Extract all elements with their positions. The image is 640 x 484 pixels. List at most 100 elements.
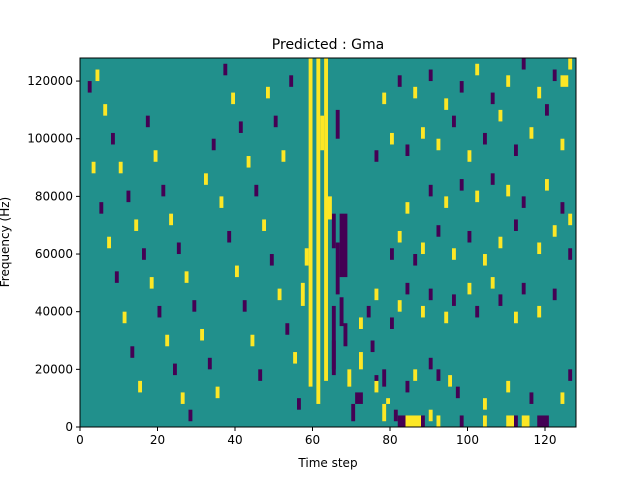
- heatmap-cell-130: [188, 409, 193, 422]
- heatmap-cell-71: [452, 248, 456, 260]
- heatmap-cell-69: [421, 242, 425, 255]
- heatmap-cell-48: [359, 317, 363, 329]
- heatmap-cell-122: [126, 190, 131, 203]
- heatmap-cell-129: [180, 392, 185, 404]
- heatmap-cell-29: [506, 415, 514, 427]
- heatmap-cell-145: [200, 328, 205, 341]
- heatmap-cell-76: [537, 242, 542, 255]
- x-tick-label-5: 100: [456, 433, 479, 447]
- heatmap-cell-66: [390, 248, 394, 260]
- heatmap-cell-121: [118, 161, 123, 174]
- heatmap-cell-168: [273, 115, 278, 128]
- heatmap-cell-56: [444, 311, 449, 324]
- x-axis: 0 20 40 60 80 100 120: [76, 427, 556, 447]
- heatmap-cell-146: [207, 357, 212, 370]
- heatmap-cell-32: [537, 415, 549, 427]
- heatmap-cell-106: [428, 69, 433, 82]
- heatmap-cell-27: [459, 415, 464, 427]
- heatmap-cell-44: [506, 380, 511, 393]
- y-axis: 0 20000 40000 60000 80000 100000 120000: [27, 74, 80, 434]
- heatmap-cell-2: [324, 58, 329, 381]
- heatmap-cell-123: [134, 219, 139, 231]
- heatmap-cell-90: [374, 150, 379, 162]
- heatmap-cell-3: [331, 305, 336, 376]
- heatmap-cell-101: [545, 104, 549, 116]
- heatmap-cell-5: [335, 242, 340, 295]
- heatmap-cell-131: [91, 161, 96, 174]
- heatmap-cell-36: [386, 398, 391, 404]
- heatmap-cell-58: [467, 282, 472, 295]
- heatmap-cell-72: [467, 230, 472, 243]
- heatmap-cell-31: [521, 415, 530, 427]
- heatmap-cell-74: [498, 236, 503, 249]
- chart-title: Predicted : Gma: [272, 37, 384, 53]
- heatmap-cell-94: [436, 138, 441, 151]
- heatmap-cells: [87, 58, 573, 427]
- heatmap-cell-136: [130, 346, 135, 358]
- heatmap-cell-47: [568, 369, 573, 381]
- heatmap-cell-75: [514, 219, 518, 231]
- heatmap-cell-24: [421, 415, 425, 427]
- heatmap-cell-165: [250, 334, 255, 347]
- heatmap-cell-22: [397, 415, 410, 427]
- heatmap-cell-63: [521, 282, 526, 295]
- heatmap-cell-108: [459, 81, 464, 93]
- heatmap-cell-39: [428, 357, 433, 370]
- heatmap-cell-124: [142, 248, 146, 260]
- plot-frame: [79, 57, 577, 428]
- heatmap-cell-135: [122, 311, 127, 324]
- heatmap-cell-57: [452, 294, 456, 306]
- heatmap-cell-28: [483, 415, 487, 427]
- x-tick-label-0: 0: [76, 433, 84, 447]
- heatmap-cell-26: [436, 415, 441, 427]
- heatmap-cell-99: [514, 144, 518, 157]
- heatmap-cell-163: [235, 265, 239, 278]
- heatmap-cell-59: [475, 305, 480, 318]
- heatmap-cell-64: [537, 305, 542, 318]
- heatmap-cell-0: [308, 58, 313, 387]
- y-axis-label: Frequency (Hz): [0, 197, 12, 288]
- heatmap-cell-151: [246, 156, 251, 168]
- heatmap-cell-167: [266, 86, 270, 99]
- heatmap-cell-19: [370, 340, 375, 353]
- heatmap-cell-49: [366, 305, 371, 318]
- heatmap-cell-103: [382, 92, 387, 105]
- heatmap-cell-16: [355, 392, 363, 404]
- heatmap-cell-18: [359, 352, 363, 370]
- heatmap-cell-46: [560, 392, 565, 404]
- x-tick-label-2: 40: [227, 433, 242, 447]
- heatmap-cell-138: [145, 115, 150, 128]
- heatmap-cell-51: [390, 317, 394, 329]
- heatmap-cell-154: [269, 254, 274, 266]
- heatmap-cell-147: [215, 386, 220, 399]
- heatmap-cell-162: [227, 230, 232, 243]
- heatmap-cell-125: [149, 277, 154, 289]
- heatmap-cell-118: [95, 69, 100, 82]
- heatmap-cell-115: [560, 75, 569, 87]
- heatmap-cell-23: [405, 415, 421, 427]
- heatmap-cell-50: [374, 288, 379, 301]
- heatmap-cell-153: [262, 219, 267, 231]
- heatmap-cell-35: [382, 369, 387, 387]
- y-tick-label-0: 0: [65, 420, 73, 434]
- heatmap-cell-169: [281, 150, 286, 162]
- heatmap-cell-155: [277, 288, 282, 301]
- heatmap-cell-1: [316, 58, 321, 404]
- heatmap-cell-15: [351, 403, 356, 422]
- heatmap-cell-41: [448, 375, 453, 387]
- heatmap-cell-53: [405, 282, 410, 295]
- heatmap-cell-105: [413, 86, 418, 99]
- heatmap-cell-79: [405, 202, 410, 214]
- heatmap-cell-158: [297, 398, 301, 410]
- heatmap-cell-104: [397, 75, 402, 87]
- heatmap-cell-89: [568, 213, 573, 226]
- heatmap-cell-120: [111, 132, 115, 145]
- heatmap-cell-84: [490, 173, 495, 185]
- heatmap-cell-126: [157, 305, 162, 318]
- heatmap-cell-133: [107, 236, 112, 249]
- heatmap-cell-144: [192, 300, 197, 312]
- heatmap-cell-92: [405, 144, 410, 157]
- heatmap-cell-91: [390, 132, 394, 145]
- heatmap-cell-67: [397, 230, 402, 243]
- heatmap-cell-70: [436, 225, 441, 237]
